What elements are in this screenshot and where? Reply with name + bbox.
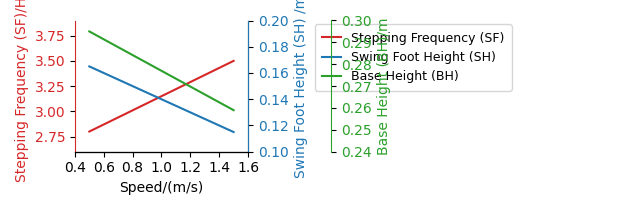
Legend: Stepping Frequency (SF), Swing Foot Height (SH), Base Height (BH): Stepping Frequency (SF), Swing Foot Heig… bbox=[315, 24, 512, 91]
X-axis label: Speed/(m/s): Speed/(m/s) bbox=[119, 181, 204, 195]
Y-axis label: Swing Foot Height (SH) /m: Swing Foot Height (SH) /m bbox=[294, 0, 308, 178]
Y-axis label: Stepping Frequency (SF)/Hz: Stepping Frequency (SF)/Hz bbox=[15, 0, 29, 182]
Y-axis label: Base Height (BH)/m: Base Height (BH)/m bbox=[378, 17, 392, 155]
